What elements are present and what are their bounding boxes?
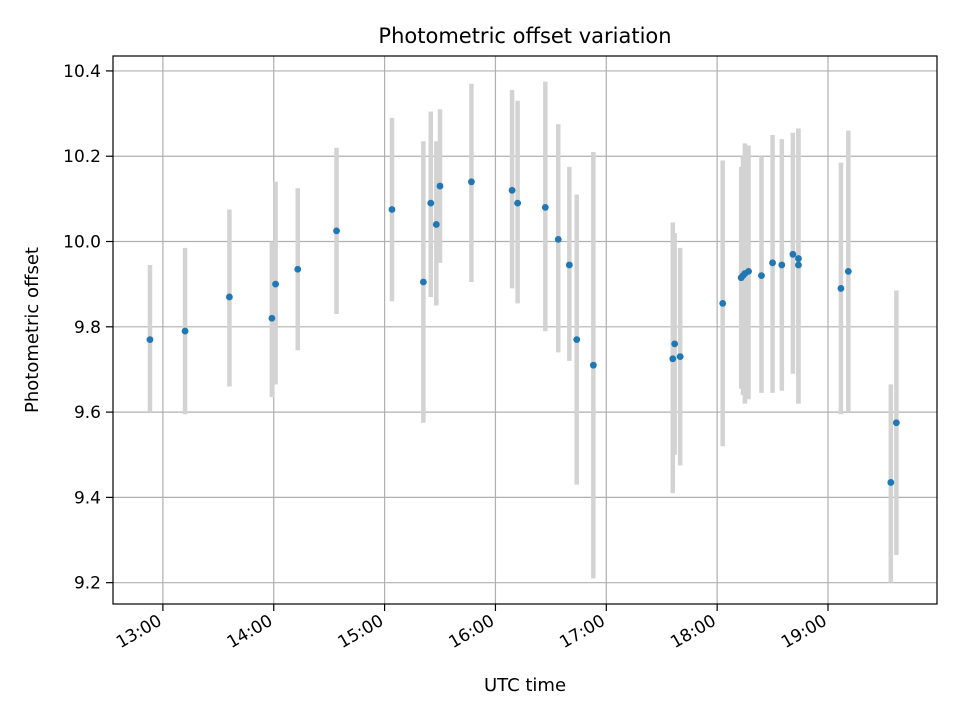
data-point (508, 186, 516, 194)
data-point (719, 299, 727, 307)
data-point (887, 479, 895, 486)
y-tick-label: 9.8 (74, 318, 101, 338)
data-point (573, 336, 581, 343)
x-axis-label: UTC time (484, 675, 566, 696)
data-point (146, 336, 154, 343)
plot-frame (112, 55, 938, 605)
data-point (844, 267, 852, 275)
data-point (514, 199, 522, 207)
data-point (419, 278, 427, 286)
data-points (146, 178, 900, 486)
data-point (892, 419, 900, 427)
y-tick-label: 9.6 (74, 403, 101, 423)
y-tick-label: 10.4 (63, 62, 101, 82)
data-point (837, 285, 845, 292)
data-point (671, 340, 679, 348)
data-point (758, 272, 765, 280)
data-point (541, 203, 549, 211)
data-point (745, 267, 752, 275)
data-point (432, 221, 440, 228)
data-point (181, 327, 189, 335)
data-point (468, 178, 475, 186)
data-point (436, 182, 444, 190)
y-tick-label: 9.2 (74, 574, 101, 594)
data-point (676, 353, 684, 361)
data-point (225, 293, 233, 301)
y-axis: 9.2 9.4 9.6 9.8 10.0 10.2 10.4 (63, 62, 113, 594)
data-point (268, 314, 276, 322)
y-tick-label: 10.0 (63, 233, 101, 253)
data-point (795, 255, 802, 262)
data-point (554, 235, 562, 243)
data-point (669, 355, 677, 363)
y-tick-label: 10.2 (63, 147, 101, 167)
data-point (565, 261, 573, 269)
data-point (769, 259, 776, 267)
chart-title: Photometric offset variation (378, 24, 671, 48)
data-point (388, 206, 396, 213)
data-point (272, 280, 279, 288)
data-point (333, 227, 340, 235)
y-axis-label: Photometric offset (22, 247, 43, 413)
data-point (589, 361, 597, 369)
data-point (778, 261, 786, 269)
data-point (427, 199, 435, 207)
y-tick-label: 9.4 (74, 488, 101, 508)
data-point (294, 265, 302, 273)
data-point (789, 250, 797, 258)
data-point (795, 261, 802, 269)
